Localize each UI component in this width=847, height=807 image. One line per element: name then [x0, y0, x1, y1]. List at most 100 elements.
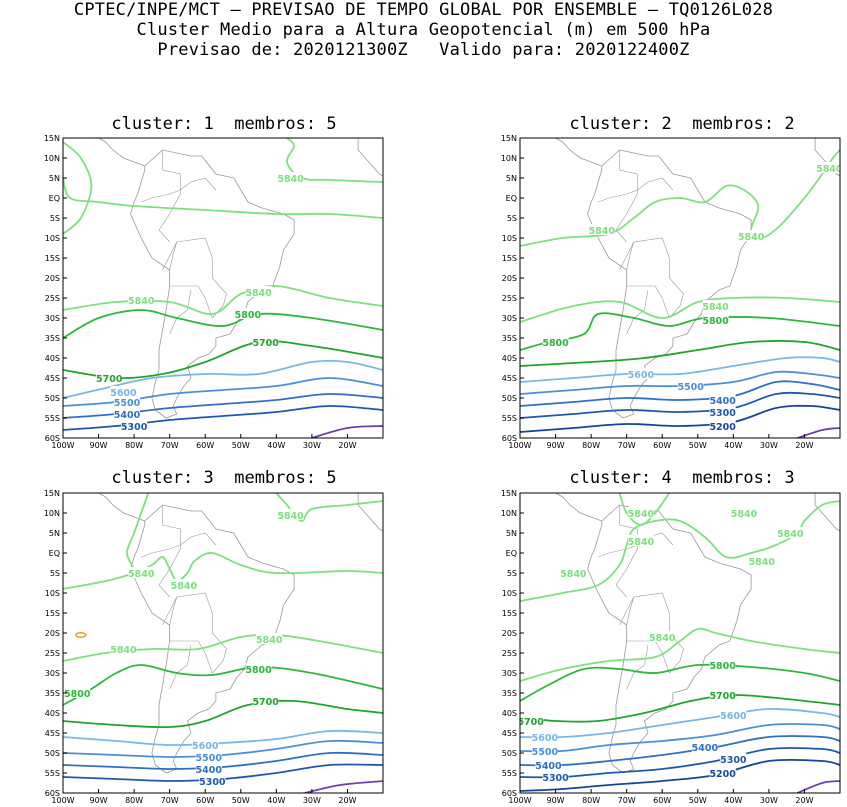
y-tick-label: 45S: [45, 729, 60, 738]
map-layer: 5840 5840 5840 5840 5800 5800 5600 5500 54005300…: [520, 138, 840, 438]
contour-label-bg: [192, 739, 219, 750]
coastline-south-america: [587, 149, 752, 419]
contour-5840: [520, 500, 840, 602]
contour-5700: [63, 699, 383, 729]
y-tick-label: 15N: [44, 489, 60, 498]
country-border: [626, 285, 670, 319]
x-tick-label: 50W: [689, 441, 707, 450]
contour-label-bg: [110, 386, 137, 397]
contour-label-5840: 5840: [731, 509, 758, 520]
x-tick-label: 90W: [90, 441, 108, 450]
y-tick-label: 45S: [502, 729, 517, 738]
country-border: [619, 237, 684, 319]
country-border: [619, 592, 684, 674]
contour-label-bg: [720, 709, 747, 720]
y-tick-label: 30S: [502, 669, 517, 678]
contour-label-5200: 5200: [709, 769, 736, 780]
contour-label-5500: 5500: [532, 747, 559, 758]
contour-label-bg: [531, 731, 558, 742]
contour-5840: [63, 633, 383, 662]
x-tick-label: 60W: [196, 796, 214, 805]
y-tick-label: 30S: [45, 669, 60, 678]
country-border: [169, 289, 192, 335]
country-border: [626, 640, 670, 674]
x-tick-label: 30W: [760, 441, 778, 450]
y-tick-label: EQ: [506, 549, 517, 558]
contour-label-bg: [731, 507, 757, 518]
contour-label-bg: [627, 507, 654, 518]
y-tick-label: 15S: [45, 254, 60, 263]
y-tick-label: EQ: [49, 194, 60, 203]
x-tick-label: 100W: [508, 441, 531, 450]
x-tick-label: 90W: [90, 796, 108, 805]
y-tick-label: EQ: [506, 194, 517, 203]
contour-5600: [63, 359, 383, 399]
panel-3-title: cluster: 3 membros: 5: [111, 468, 337, 488]
y-tick-label: 40S: [45, 354, 60, 363]
x-tick-label: 30W: [303, 441, 321, 450]
contour-label-5840: 5840: [628, 509, 655, 520]
contour-label-5800: 5800: [235, 310, 262, 321]
country-border: [626, 241, 635, 271]
contour-5840: [520, 296, 840, 323]
x-tick-label: 30W: [760, 796, 778, 805]
contour-label-bg: [110, 643, 137, 654]
contour-label-5840: 5840: [128, 569, 155, 580]
y-tick-label: 5S: [507, 214, 517, 223]
country-border: [169, 644, 192, 690]
y-tick-label: 5S: [50, 214, 60, 223]
y-tick-label: 60S: [502, 434, 517, 443]
y-tick-label: 5S: [50, 569, 60, 578]
y-tick-label: 15S: [502, 254, 517, 263]
coastline-central-america: [548, 493, 602, 522]
contour-label-5300: 5300: [709, 408, 736, 419]
coastline-central-america: [548, 138, 602, 167]
plot-frame: [519, 137, 841, 439]
contour-5840: [63, 285, 383, 315]
country-border: [615, 150, 638, 243]
contour-label-bg: [277, 172, 304, 183]
contour-5500: [520, 370, 840, 395]
coastline-africa: [357, 138, 383, 177]
x-tick-label: 90W: [547, 441, 565, 450]
contour-label-5840: 5840: [560, 569, 587, 580]
contour-label-5500: 5500: [114, 398, 141, 409]
contour-label-bg: [709, 406, 736, 417]
y-tick-label: 25S: [502, 649, 517, 658]
contour-label-bg: [677, 380, 704, 391]
contour-5200: [520, 758, 840, 792]
contour-5840: [126, 493, 150, 570]
contour-label-5800: 5800: [245, 665, 272, 676]
x-tick-label: 50W: [232, 796, 250, 805]
x-tick-label: 60W: [196, 441, 214, 450]
y-tick-label: 15N: [501, 134, 517, 143]
y-tick-label: 60S: [502, 789, 517, 798]
contour-label-5400: 5400: [196, 765, 223, 776]
panel-2-map: 5840 5840 5840 5840 5800 5800 5600 5500 54005300…: [501, 134, 841, 450]
plot-frame: [519, 492, 841, 794]
contour-label-5700: 5700: [252, 697, 279, 708]
x-tick-label: 100W: [508, 796, 531, 805]
contour-label-bg: [195, 751, 222, 762]
contour-label-bg: [720, 753, 747, 764]
country-border: [615, 505, 638, 598]
country-border: [598, 177, 674, 203]
y-tick-label: 50S: [502, 394, 517, 403]
contour-label-5840: 5840: [110, 645, 137, 656]
contour-label-5840: 5840: [738, 232, 765, 243]
panel-1-title: cluster: 1 membros: 5: [111, 114, 337, 134]
contour-label-5700: 5700: [96, 374, 123, 385]
contour-label-bg: [170, 579, 197, 590]
contour-5840: [63, 141, 93, 235]
x-tick-label: 90W: [547, 796, 565, 805]
contour-5300: [63, 405, 383, 431]
contour-label-5840: 5840: [649, 633, 676, 644]
y-tick-label: 60S: [45, 789, 60, 798]
contour-label-bg: [277, 509, 304, 520]
x-tick-label: 60W: [653, 796, 671, 805]
contour-5500: [63, 739, 383, 758]
contour-label-5400: 5400: [535, 761, 562, 772]
contour-label-5500: 5500: [677, 382, 704, 393]
contour-label-bg: [709, 420, 736, 431]
